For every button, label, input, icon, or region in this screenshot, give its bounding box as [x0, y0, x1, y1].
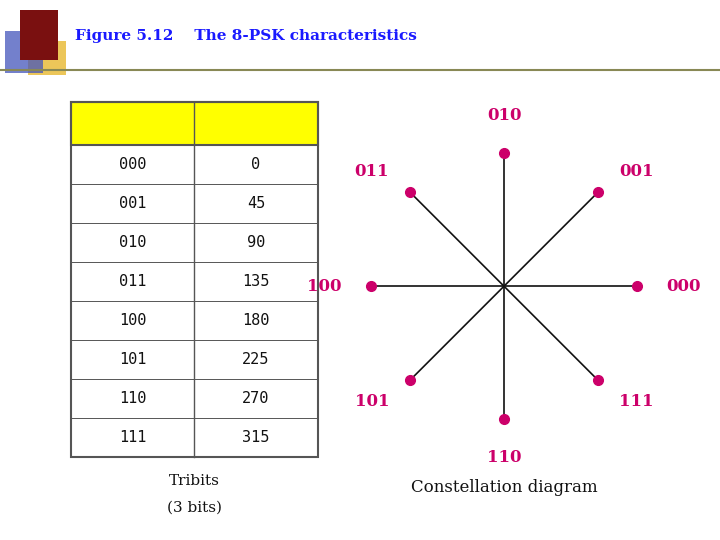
Text: Phase: Phase — [226, 114, 286, 132]
Text: 135: 135 — [242, 274, 270, 289]
Text: 011: 011 — [119, 274, 147, 289]
Text: 45: 45 — [247, 196, 265, 211]
Text: Figure 5.12    The 8-PSK characteristics: Figure 5.12 The 8-PSK characteristics — [75, 29, 417, 43]
Text: 010: 010 — [487, 107, 521, 124]
Text: 010: 010 — [119, 235, 147, 250]
Bar — [5, 31, 43, 73]
Bar — [20, 10, 58, 60]
Text: 315: 315 — [242, 430, 270, 445]
Text: 001: 001 — [119, 196, 147, 211]
Text: 011: 011 — [354, 163, 389, 180]
Text: 001: 001 — [619, 163, 654, 180]
Text: (3 bits): (3 bits) — [167, 500, 222, 514]
Text: Constellation diagram: Constellation diagram — [410, 480, 598, 496]
Text: 000: 000 — [119, 157, 147, 172]
Text: 100: 100 — [119, 313, 147, 328]
Text: 225: 225 — [242, 352, 270, 367]
Text: 110: 110 — [119, 391, 147, 406]
Text: 0: 0 — [251, 157, 261, 172]
Bar — [28, 41, 66, 75]
Text: 270: 270 — [242, 391, 270, 406]
Text: 100: 100 — [307, 278, 341, 295]
Text: 111: 111 — [119, 430, 147, 445]
Text: 111: 111 — [619, 393, 654, 410]
Text: 180: 180 — [242, 313, 270, 328]
Bar — [71, 102, 318, 457]
Text: 90: 90 — [247, 235, 265, 250]
Bar — [71, 102, 318, 145]
Text: 000: 000 — [667, 278, 701, 295]
Text: 101: 101 — [354, 393, 389, 410]
Text: Tribits: Tribits — [169, 474, 220, 488]
Text: 101: 101 — [119, 352, 147, 367]
Text: 110: 110 — [487, 449, 521, 465]
Text: Tribit: Tribit — [104, 114, 161, 132]
